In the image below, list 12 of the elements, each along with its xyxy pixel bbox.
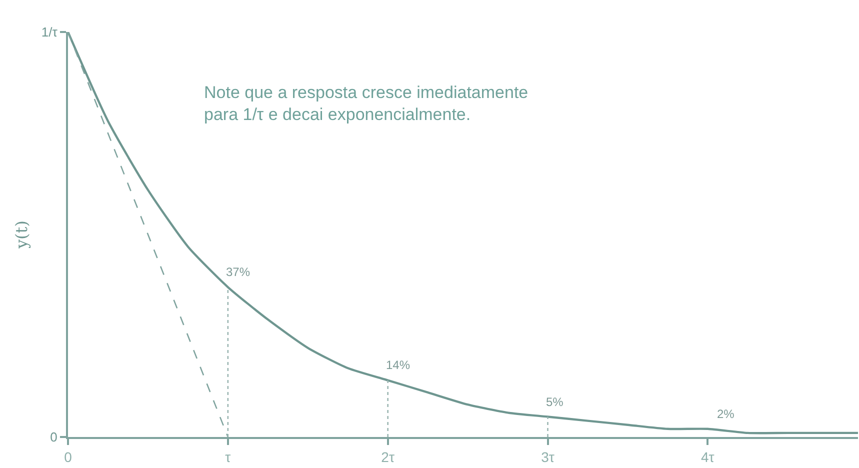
annotation: 2% <box>717 407 735 421</box>
y-tick-label: 1/τ <box>41 24 58 40</box>
x-tick-label: 0 <box>64 448 72 465</box>
x-tick-label: 2τ <box>381 448 395 465</box>
x-tick-label: τ <box>225 448 232 465</box>
x-tick-label: 3τ <box>541 448 555 465</box>
annotation: 14% <box>386 358 410 372</box>
annotation: 37% <box>226 265 250 279</box>
annotation: Note que a resposta cresce imediatamente para 1/τ e decai exponencialmente. <box>204 83 528 124</box>
x-tick-label: 4τ <box>701 448 715 465</box>
annotation: 5% <box>546 395 564 409</box>
y-axis-title: y(t) <box>12 220 31 250</box>
